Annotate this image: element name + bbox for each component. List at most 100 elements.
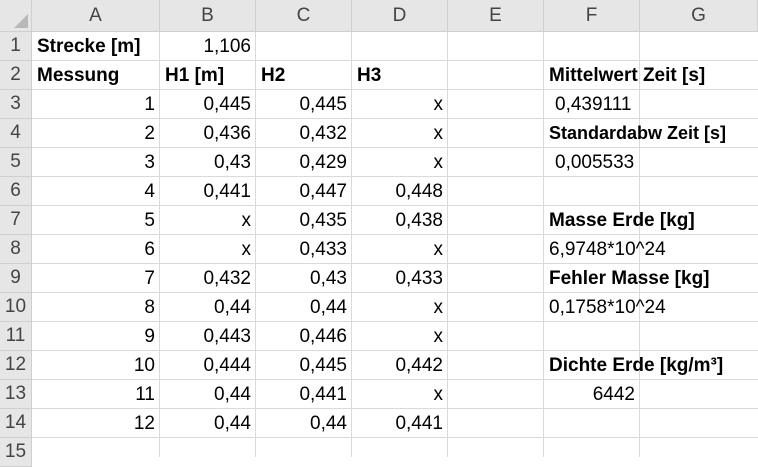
row-header-1[interactable]: 1 (0, 32, 32, 61)
gridline (32, 350, 758, 351)
cell-d5[interactable]: x (433, 152, 444, 173)
row-header-6[interactable]: 6 (0, 177, 32, 206)
cell-a13[interactable]: 11 (135, 384, 155, 405)
gridline (32, 205, 758, 206)
gridline (543, 32, 544, 457)
cell-d8[interactable]: x (433, 239, 444, 260)
cell-c2[interactable]: H2 (261, 65, 286, 86)
column-header-c[interactable]: C (256, 0, 352, 32)
row-header-3[interactable]: 3 (0, 90, 32, 119)
cell-c14[interactable]: 0,44 (310, 413, 347, 434)
cell-c6[interactable]: 0,447 (299, 181, 347, 202)
column-header-e[interactable]: E (448, 0, 544, 32)
cell-a10[interactable]: 8 (144, 297, 155, 318)
cell-a4[interactable]: 2 (144, 123, 155, 144)
cell-c13[interactable]: 0,441 (299, 384, 347, 405)
cell-d11[interactable]: x (433, 326, 444, 347)
cell-a8[interactable]: 6 (144, 239, 155, 260)
row-header-15[interactable]: 15 (0, 438, 32, 467)
cell-c12[interactable]: 0,445 (299, 355, 347, 376)
column-header-a[interactable]: A (32, 0, 160, 32)
cell-a9[interactable]: 7 (144, 268, 155, 289)
cell-d14[interactable]: 0,441 (395, 413, 443, 434)
gridline (32, 60, 758, 61)
cell-b4[interactable]: 0,436 (203, 123, 251, 144)
cell-c11[interactable]: 0,446 (299, 326, 347, 347)
cell-f4[interactable]: Standardabw Zeit [s] (549, 123, 727, 143)
gridline (32, 292, 758, 293)
row-header-7[interactable]: 7 (0, 206, 32, 235)
row-header-9[interactable]: 9 (0, 264, 32, 293)
select-all-triangle-icon (14, 14, 28, 28)
cell-b5[interactable]: 0,43 (214, 152, 251, 173)
cell-c9[interactable]: 0,43 (310, 268, 347, 289)
cell-d6[interactable]: 0,448 (395, 181, 443, 202)
gridline (32, 408, 758, 409)
cell-b14[interactable]: 0,44 (214, 413, 251, 434)
row-header-11[interactable]: 11 (0, 322, 32, 351)
cell-a5[interactable]: 3 (144, 152, 155, 173)
cell-b13[interactable]: 0,44 (214, 384, 251, 405)
gridline (159, 32, 160, 457)
cell-f7[interactable]: Masse Erde [kg] (549, 210, 695, 231)
cell-c10[interactable]: 0,44 (310, 297, 347, 318)
cell-a7[interactable]: 5 (144, 210, 155, 231)
cell-f12[interactable]: Dichte Erde [kg/m³] (549, 355, 724, 376)
gridline (639, 32, 640, 457)
cell-d7[interactable]: 0,438 (395, 210, 443, 231)
row-header-13[interactable]: 13 (0, 380, 32, 409)
gridline (32, 118, 758, 119)
cell-b9[interactable]: 0,432 (203, 268, 251, 289)
gridline (447, 32, 448, 457)
cell-d2[interactable]: H3 (357, 65, 382, 86)
cell-f2[interactable]: Mittelwert Zeit [s] (549, 65, 706, 86)
row-header-14[interactable]: 14 (0, 409, 32, 438)
cell-b2[interactable]: H1 [m] (165, 65, 225, 86)
cell-c3[interactable]: 0,445 (299, 94, 347, 115)
cell-a1[interactable]: Strecke [m] (37, 36, 141, 57)
row-header-12[interactable]: 12 (0, 351, 32, 380)
cell-d4[interactable]: x (433, 123, 444, 144)
cell-b12[interactable]: 0,444 (203, 355, 251, 376)
cell-a2[interactable]: Messung (37, 65, 120, 86)
cell-c8[interactable]: 0,433 (299, 239, 347, 260)
cell-b7[interactable]: x (241, 210, 252, 231)
cell-d13[interactable]: x (433, 384, 444, 405)
cell-f9[interactable]: Fehler Masse [kg] (549, 268, 710, 289)
cell-a11[interactable]: 9 (144, 326, 155, 347)
column-header-g[interactable]: G (640, 0, 758, 32)
cell-d10[interactable]: x (433, 297, 444, 318)
cell-f10[interactable]: 0,1758*10^24 (549, 297, 666, 318)
cell-f13[interactable]: 6442 (592, 384, 635, 405)
cell-d9[interactable]: 0,433 (395, 268, 443, 289)
row-header-2[interactable]: 2 (0, 61, 32, 90)
row-header-5[interactable]: 5 (0, 148, 32, 177)
cell-b10[interactable]: 0,44 (214, 297, 251, 318)
cell-b1[interactable]: 1,106 (203, 36, 251, 57)
column-header-f[interactable]: F (544, 0, 640, 32)
cell-c4[interactable]: 0,432 (299, 123, 347, 144)
column-header-d[interactable]: D (352, 0, 448, 32)
select-all-corner[interactable] (0, 0, 32, 32)
row-header-10[interactable]: 10 (0, 293, 32, 322)
cell-b6[interactable]: 0,441 (203, 181, 251, 202)
cell-a6[interactable]: 4 (144, 181, 155, 202)
column-header-b[interactable]: B (160, 0, 256, 32)
cell-a3[interactable]: 1 (144, 94, 155, 115)
row-header-4[interactable]: 4 (0, 119, 32, 148)
cell-c5[interactable]: 0,429 (299, 152, 347, 173)
cell-a12[interactable]: 10 (133, 355, 155, 376)
cell-f3[interactable]: 0,439111 (555, 94, 632, 115)
gridline (255, 32, 256, 457)
cell-f8[interactable]: 6,9748*10^24 (549, 239, 666, 260)
cell-b8[interactable]: x (241, 239, 252, 260)
cell-b11[interactable]: 0,443 (203, 326, 251, 347)
cell-f5[interactable]: 0,005533 (555, 152, 635, 173)
cell-c7[interactable]: 0,435 (299, 210, 347, 231)
cell-d3[interactable]: x (433, 94, 444, 115)
cell-b3[interactable]: 0,445 (203, 94, 251, 115)
cell-a14[interactable]: 12 (133, 413, 155, 434)
cell-d12[interactable]: 0,442 (395, 355, 443, 376)
row-header-8[interactable]: 8 (0, 235, 32, 264)
